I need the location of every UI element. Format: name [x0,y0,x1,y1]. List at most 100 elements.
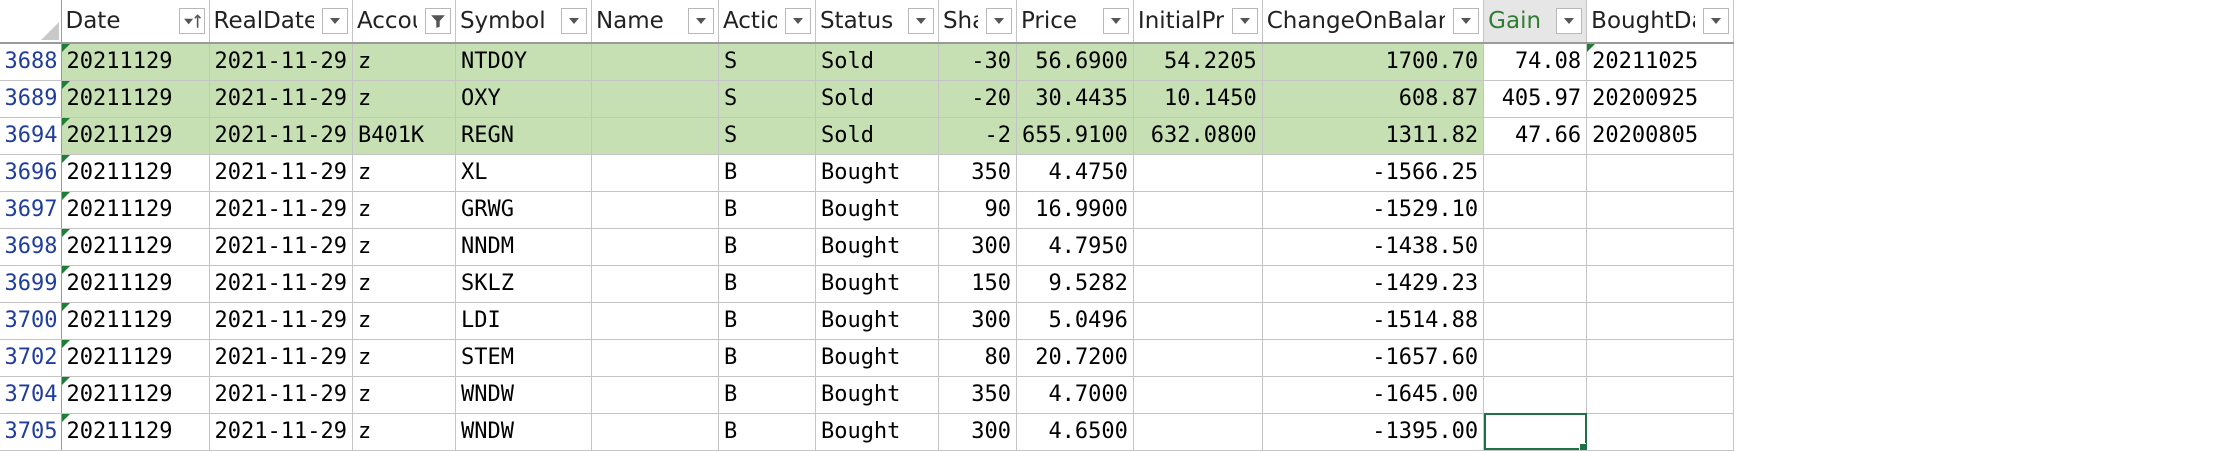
cell-name[interactable] [591,43,719,81]
cell-boughtdate[interactable] [1586,376,1734,414]
cell-initialprice[interactable] [1133,376,1263,414]
cell-symbol[interactable]: LDI [455,302,592,340]
dropdown-icon[interactable] [784,8,811,34]
cell-gain[interactable] [1483,228,1588,266]
cell-action[interactable]: B [718,265,816,303]
cell-status[interactable]: Bought [815,154,939,192]
cell-name[interactable] [591,376,719,414]
cell-share[interactable]: 150 [938,265,1017,303]
column-header-name[interactable]: Name [591,0,719,44]
cell-account[interactable]: z [352,154,456,192]
cell-price[interactable]: 655.9100 [1016,117,1134,155]
cell-name[interactable] [591,228,719,266]
cell-action[interactable]: B [718,302,816,340]
cell-price[interactable]: 20.7200 [1016,339,1134,377]
dropdown-icon[interactable] [1702,8,1729,34]
cell-boughtdate[interactable] [1586,228,1734,266]
cell-realdate[interactable]: 2021-11-29 [209,117,353,155]
dropdown-icon[interactable] [907,8,934,34]
table-row[interactable]: 3698 20211129 2021-11-29 z NNDM B Bought 300 4.7… [0,228,1734,266]
cell-date[interactable]: 20211129 [61,376,210,414]
cell-initialprice[interactable]: 54.2205 [1133,43,1263,81]
row-number[interactable]: 3702 [0,339,62,377]
cell-status[interactable]: Bought [815,191,939,229]
cell-gain[interactable] [1483,302,1588,340]
cell-boughtdate[interactable] [1586,154,1734,192]
cell-status[interactable]: Bought [815,228,939,266]
cell-share[interactable]: 300 [938,413,1017,451]
cell-realdate[interactable]: 2021-11-29 [209,302,353,340]
cell-share[interactable]: 300 [938,302,1017,340]
cell-action[interactable]: B [718,376,816,414]
row-number[interactable]: 3698 [0,228,62,266]
cell-name[interactable] [591,154,719,192]
cell-symbol[interactable]: XL [455,154,592,192]
cell-price[interactable]: 4.7000 [1016,376,1134,414]
cell-boughtdate[interactable]: 20200805 [1586,117,1734,155]
cell-status[interactable]: Sold [815,117,939,155]
column-header-account[interactable]: Account [352,0,456,44]
row-number[interactable]: 3705 [0,413,62,451]
table-row[interactable]: 3697 20211129 2021-11-29 z GRWG B Bought 90 16.9… [0,191,1734,229]
column-header-action[interactable]: Action [718,0,816,44]
table-row[interactable]: 3696 20211129 2021-11-29 z XL B Bought 350 4.475… [0,154,1734,192]
row-number[interactable]: 3697 [0,191,62,229]
cell-share[interactable]: 90 [938,191,1017,229]
cell-share[interactable]: -20 [938,80,1017,118]
column-header-date[interactable]: Date [61,0,210,44]
cell-gain[interactable] [1483,191,1588,229]
column-header-changeonbalance[interactable]: ChangeOnBalance [1262,0,1485,44]
cell-date[interactable]: 20211129 [61,43,210,81]
cell-price[interactable]: 4.4750 [1016,154,1134,192]
cell-boughtdate[interactable] [1586,339,1734,377]
cell-initialprice[interactable] [1133,339,1263,377]
cell-symbol[interactable]: STEM [455,339,592,377]
column-header-gain[interactable]: Gain [1483,0,1588,44]
cell-gain[interactable] [1483,376,1588,414]
column-header-price[interactable]: Price [1016,0,1134,44]
cell-date[interactable]: 20211129 [61,80,210,118]
cell-symbol[interactable]: NTDOY [455,43,592,81]
cell-status[interactable]: Bought [815,376,939,414]
cell-initialprice[interactable] [1133,154,1263,192]
cell-gain[interactable] [1483,413,1588,451]
column-header-boughtdate[interactable]: BoughtDate [1586,0,1734,44]
cell-boughtdate[interactable] [1586,265,1734,303]
cell-date[interactable]: 20211129 [61,265,210,303]
cell-realdate[interactable]: 2021-11-29 [209,413,353,451]
cell-realdate[interactable]: 2021-11-29 [209,339,353,377]
cell-symbol[interactable]: SKLZ [455,265,592,303]
cell-date[interactable]: 20211129 [61,191,210,229]
cell-changeonbalance[interactable]: -1566.25 [1262,154,1485,192]
column-header-initialprice[interactable]: InitialPrice [1133,0,1263,44]
cell-action[interactable]: B [718,228,816,266]
row-number[interactable]: 3704 [0,376,62,414]
cell-date[interactable]: 20211129 [61,154,210,192]
cell-account[interactable]: z [352,376,456,414]
cell-boughtdate[interactable] [1586,191,1734,229]
cell-initialprice[interactable] [1133,228,1263,266]
row-number[interactable]: 3694 [0,117,62,155]
cell-gain[interactable] [1483,339,1588,377]
cell-changeonbalance[interactable]: -1645.00 [1262,376,1485,414]
row-number[interactable]: 3689 [0,80,62,118]
cell-initialprice[interactable] [1133,265,1263,303]
cell-boughtdate[interactable]: 20200925 [1586,80,1734,118]
cell-status[interactable]: Bought [815,339,939,377]
cell-symbol[interactable]: WNDW [455,376,592,414]
cell-share[interactable]: -2 [938,117,1017,155]
cell-changeonbalance[interactable]: 1700.70 [1262,43,1485,81]
cell-realdate[interactable]: 2021-11-29 [209,80,353,118]
cell-changeonbalance[interactable]: -1529.10 [1262,191,1485,229]
dropdown-icon[interactable] [687,8,714,34]
cell-changeonbalance[interactable]: -1514.88 [1262,302,1485,340]
table-row[interactable]: 3704 20211129 2021-11-29 z WNDW B Bought 350 4.7… [0,376,1734,414]
cell-changeonbalance[interactable]: -1657.60 [1262,339,1485,377]
sort-asc-icon[interactable] [178,8,205,34]
cell-symbol[interactable]: GRWG [455,191,592,229]
table-row[interactable]: 3694 20211129 2021-11-29 B401K REGN S Sold -2 65… [0,117,1734,155]
cell-action[interactable]: B [718,339,816,377]
cell-date[interactable]: 20211129 [61,228,210,266]
cell-gain[interactable] [1483,154,1588,192]
column-header-status[interactable]: Status [815,0,939,44]
